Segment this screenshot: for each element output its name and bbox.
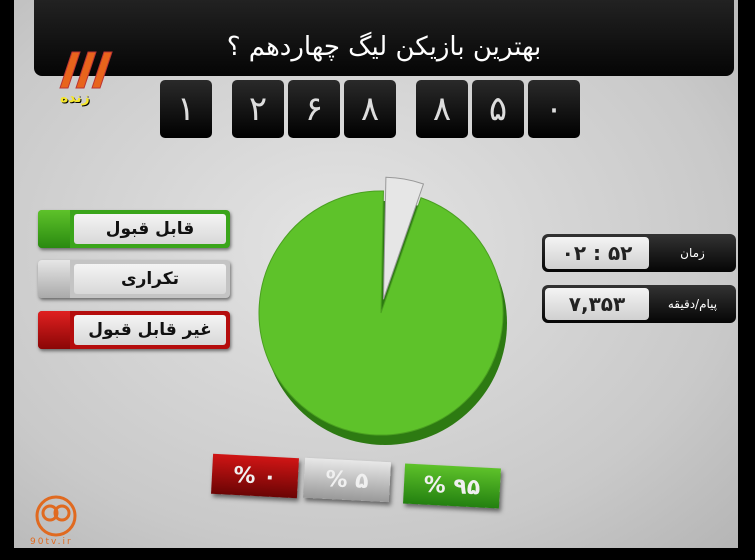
percent-unacceptable: % ۰	[211, 453, 299, 499]
legend-label: تکراری	[74, 264, 226, 294]
legend-swatch-green	[38, 210, 70, 248]
pie-slice-0	[258, 190, 504, 436]
legend-unacceptable: غیر قابل قبول	[38, 311, 230, 349]
counter-digit: ۰	[528, 80, 580, 138]
legend-swatch-gray	[38, 260, 70, 298]
time-panel: ۰۲ : ۵۲ زمان	[542, 234, 736, 272]
watermark-text: 90tv.ir	[30, 537, 73, 547]
live-label: زنده	[60, 90, 90, 106]
legend-label: قابل قبول	[74, 214, 226, 244]
percent-acceptable: % ۹۵	[403, 463, 501, 509]
90tv-watermark-logo	[35, 495, 77, 537]
legend-duplicate: تکراری	[38, 260, 230, 298]
vote-counter-group-3: ۸ ۵ ۰	[416, 80, 580, 138]
legend-acceptable: قابل قبول	[38, 210, 230, 248]
percent-duplicate: % ۵	[303, 457, 391, 503]
counter-digit: ۸	[344, 80, 396, 138]
time-value: ۰۲ : ۵۲	[545, 237, 649, 269]
rate-value: ۷,۳۵۳	[545, 288, 649, 320]
question-title: بهترین بازیکن لیگ چهاردهم ؟	[34, 0, 734, 76]
vote-counter-group-1: ۱	[160, 80, 212, 138]
legend-label: غیر قابل قبول	[74, 315, 226, 345]
pie-slice-1	[382, 176, 425, 300]
channel-3-logo	[59, 51, 113, 89]
counter-digit: ۸	[416, 80, 468, 138]
legend-swatch-red	[38, 311, 70, 349]
vote-counter-group-2: ۲ ۶ ۸	[232, 80, 396, 138]
counter-digit: ۵	[472, 80, 524, 138]
counter-digit: ۲	[232, 80, 284, 138]
rate-panel: ۷,۳۵۳ پیام/دقیقه	[542, 285, 736, 323]
pie-chart	[258, 176, 507, 445]
time-label: زمان	[680, 246, 705, 260]
broadcast-screen: بهترین بازیکن لیگ چهاردهم ؟ زنده ۱ ۲ ۶ ۸…	[14, 0, 738, 548]
counter-digit: ۱	[160, 80, 212, 138]
rate-label: پیام/دقیقه	[667, 297, 718, 311]
counter-digit: ۶	[288, 80, 340, 138]
